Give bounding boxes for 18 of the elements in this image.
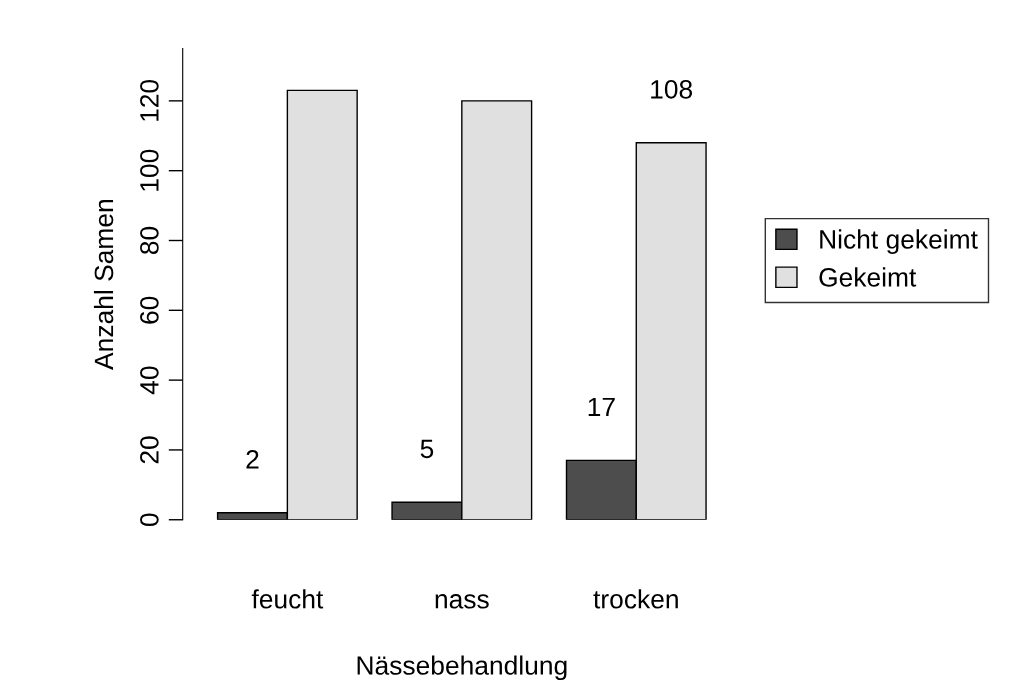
y-tick-label: 100 <box>140 149 159 191</box>
y-tick-label: 20 <box>140 436 159 464</box>
y-tick-label: 120 <box>140 79 159 121</box>
x-tick-label: nass <box>435 594 489 609</box>
data-label: 5 <box>420 439 434 459</box>
y-tick-label: 80 <box>140 226 159 255</box>
x-axis-title: Nässebehandlung <box>357 655 567 681</box>
y-tick-label: 40 <box>140 366 159 395</box>
data-label: 2 <box>246 449 259 469</box>
x-tick-label: feucht <box>251 589 324 609</box>
y-tick-label: 60 <box>140 296 159 324</box>
legend-label: Gekeimt <box>819 267 917 287</box>
legend-label: Nicht gekeimt <box>820 229 978 254</box>
y-tick-label: 0 <box>140 513 159 527</box>
data-label: 17 <box>588 397 615 417</box>
data-label: 108 <box>651 79 693 99</box>
y-axis-title: Anzahl Samen <box>93 200 114 370</box>
x-tick-label: trocken <box>593 589 678 609</box>
